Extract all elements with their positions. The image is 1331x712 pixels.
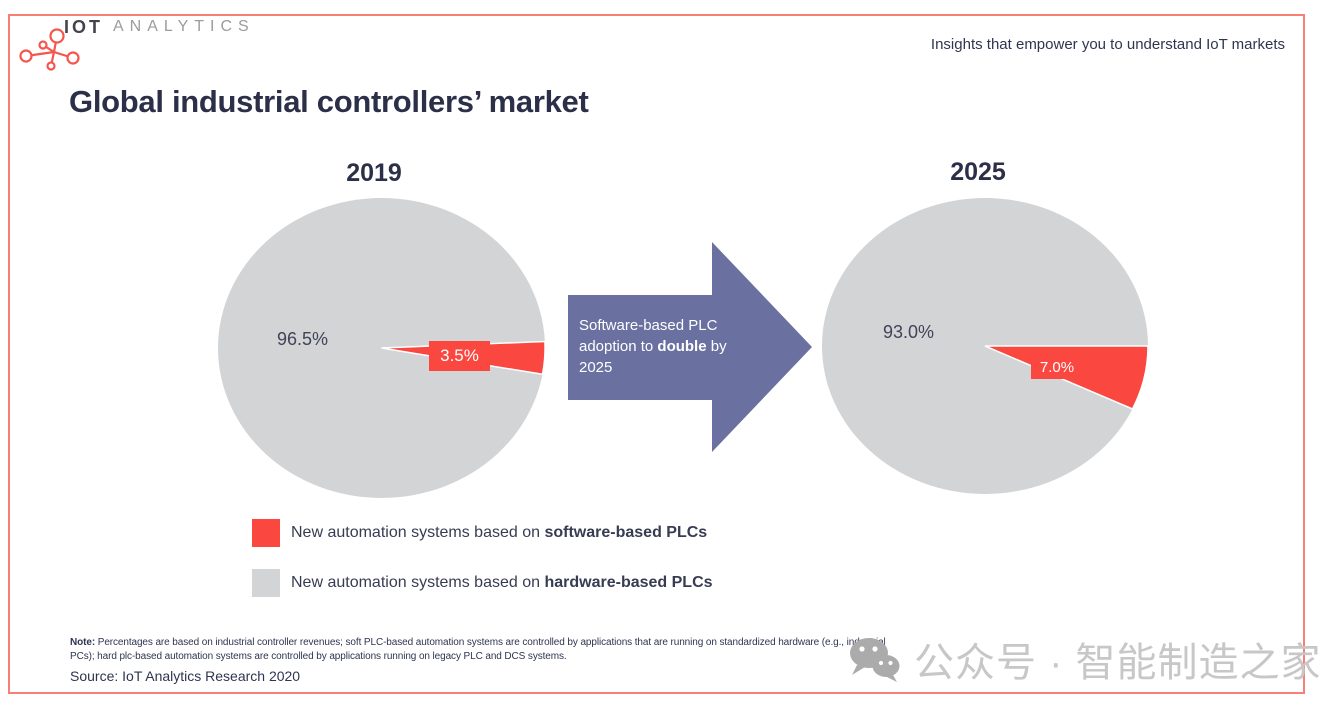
pie-2019-title: 2019 bbox=[346, 159, 402, 187]
footnote-line2: PCs); hard plc-based automation systems … bbox=[70, 651, 567, 662]
pie-chart-2019 bbox=[218, 198, 546, 498]
source-line: Source: IoT Analytics Research 2020 bbox=[70, 668, 301, 684]
logo-text-iot: IOT bbox=[64, 17, 103, 37]
arrow-annotation-line2-bold: double bbox=[657, 338, 707, 355]
legend-item-hardware: New automation systems based on hardware… bbox=[252, 569, 713, 597]
arrow-annotation-line2: adoption to double by bbox=[579, 336, 727, 357]
legend-label-software-prefix: New automation systems based on bbox=[291, 524, 545, 541]
legend-swatch-hardware bbox=[252, 569, 280, 597]
brand-logo bbox=[18, 26, 98, 76]
legend-label-hardware-bold: hardware-based PLCs bbox=[544, 574, 713, 591]
legend-label-software: New automation systems based on software… bbox=[291, 524, 707, 542]
legend-label-hardware-prefix: New automation systems based on bbox=[291, 574, 545, 591]
legend-label-hardware: New automation systems based on hardware… bbox=[291, 574, 713, 592]
legend-item-software: New automation systems based on software… bbox=[252, 519, 707, 547]
arrow-annotation-line2-post: by bbox=[706, 338, 727, 355]
pie-2019-hardware-label: 96.5% bbox=[277, 329, 329, 349]
arrow-annotation: Software-based PLC adoption to double by… bbox=[579, 315, 727, 378]
watermark: 公众号 · 智能制造之家 bbox=[848, 630, 1322, 688]
arrow-annotation-line1: Software-based PLC bbox=[579, 317, 718, 334]
page-title: Global industrial controllers’ market bbox=[69, 84, 589, 119]
arrow-annotation-line3: 2025 bbox=[579, 359, 613, 376]
footnote: Note: Percentages are based on industria… bbox=[70, 636, 886, 664]
pie-2019-software-callout: 3.5% bbox=[429, 341, 490, 371]
legend-swatch-software bbox=[252, 519, 280, 547]
pie-2025-software-callout: 7.0% bbox=[1031, 355, 1083, 379]
footnote-line1-text: Percentages are based on industrial cont… bbox=[97, 637, 886, 648]
brand-tagline: Insights that empower you to understand … bbox=[930, 36, 1285, 53]
logo-text-analytics: ANALYTICS bbox=[113, 18, 255, 35]
transition-arrow-icon bbox=[568, 242, 812, 452]
pie-2025-title: 2025 bbox=[950, 158, 1006, 186]
wechat-icon bbox=[850, 638, 900, 682]
pie-2025-hardware-label: 93.0% bbox=[883, 322, 935, 342]
footnote-line1: Note: Percentages are based on industria… bbox=[70, 636, 886, 650]
watermark-text: 公众号 · 智能制造之家 bbox=[914, 641, 1322, 685]
pie-chart-2025 bbox=[822, 198, 1149, 494]
legend-label-software-bold: software-based PLCs bbox=[544, 524, 708, 541]
arrow-annotation-line2-pre: adoption to bbox=[579, 338, 658, 355]
iot-analytics-logo-icon bbox=[19, 28, 80, 71]
footnote-label: Note: bbox=[70, 637, 96, 648]
